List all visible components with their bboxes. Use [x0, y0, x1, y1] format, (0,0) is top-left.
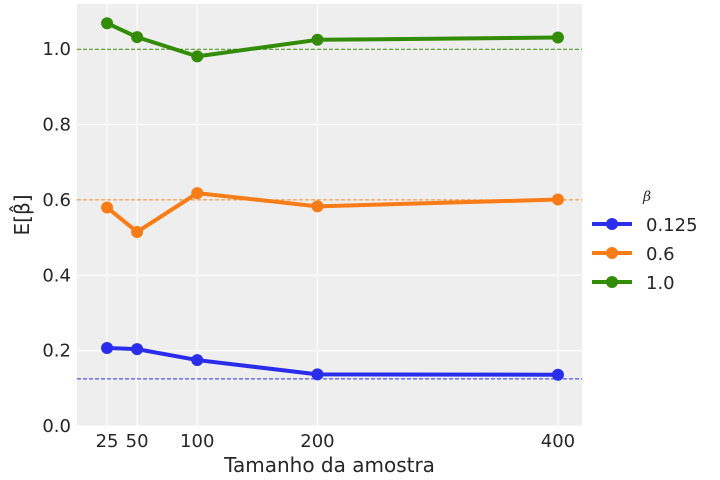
legend-item-2: 1.0	[592, 273, 675, 294]
x-tick-label: 100	[180, 431, 214, 452]
x-axis-label: Tamanho da amostra	[223, 453, 435, 477]
series-lines	[101, 17, 564, 381]
y-axis-label: E[β̂]	[9, 194, 34, 235]
data-point	[131, 225, 144, 238]
data-point	[191, 354, 204, 367]
data-point	[191, 187, 204, 200]
legend-label: 1.0	[646, 273, 675, 294]
legend-item-1: 0.6	[592, 244, 675, 265]
legend-marker	[606, 247, 618, 259]
data-point	[131, 343, 144, 356]
legend-label: 0.6	[646, 244, 675, 265]
x-tick-label: 400	[541, 431, 575, 452]
data-point	[131, 31, 144, 44]
y-tick-label: 0.2	[42, 341, 71, 362]
series-2	[101, 17, 564, 63]
legend-marker	[606, 276, 618, 288]
legend-label: 0.125	[646, 215, 698, 236]
series-1	[101, 187, 564, 238]
data-point	[311, 368, 324, 381]
data-point	[101, 17, 114, 30]
data-point	[311, 200, 324, 213]
y-tick-label: 0.6	[42, 190, 71, 211]
data-point	[551, 368, 564, 381]
data-point	[551, 193, 564, 206]
y-tick-labels: 0.0 0.2 0.4 0.6 0.8 1.0	[42, 39, 71, 437]
data-point	[191, 50, 204, 63]
x-tick-label: 25	[96, 431, 119, 452]
data-point	[311, 33, 324, 46]
data-point	[101, 201, 114, 214]
x-tick-labels: 25 50 100 200 400	[96, 431, 576, 452]
legend: β 0.125 0.6 1.0	[592, 189, 698, 294]
x-tick-label: 50	[126, 431, 149, 452]
data-point	[101, 342, 114, 355]
y-tick-label: 1.0	[42, 39, 71, 60]
y-tick-label: 0.4	[42, 265, 71, 286]
plot-area	[77, 4, 582, 426]
y-tick-label: 0.0	[42, 416, 71, 437]
legend-title: β	[642, 189, 651, 205]
series-0	[101, 342, 564, 381]
legend-item-0: 0.125	[592, 215, 698, 236]
data-point	[551, 31, 564, 44]
legend-marker	[606, 218, 618, 230]
x-tick-label: 200	[300, 431, 334, 452]
y-tick-label: 0.8	[42, 115, 71, 136]
